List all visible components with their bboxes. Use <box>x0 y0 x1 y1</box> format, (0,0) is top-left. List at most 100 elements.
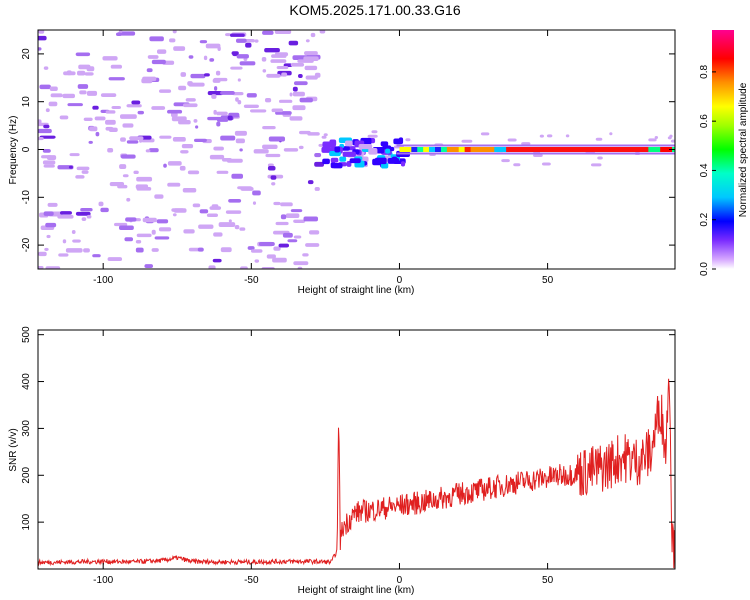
spectrogram-cell <box>118 31 136 36</box>
spectrogram-cell <box>239 227 246 231</box>
spectrogram-cell <box>207 90 224 96</box>
spectrogram-cell <box>267 163 274 167</box>
spectrogram-band-cell <box>541 147 549 152</box>
spectrogram-cell <box>214 86 218 91</box>
spectrogram-cell <box>111 105 122 109</box>
spectrogram-cell <box>86 90 98 96</box>
spectrogram-cell <box>321 146 332 153</box>
spectrogram-cell <box>183 143 191 148</box>
spectrogram-cell <box>49 86 58 91</box>
spectrogram-cell <box>62 239 67 244</box>
colorbar: 0.0 0.2 0.4 0.6 0.8 Normalized spectral ampl… <box>699 30 749 276</box>
spectrogram-cell <box>125 217 137 222</box>
x-tick-label: 50 <box>542 275 554 286</box>
spectrogram-cell <box>63 71 76 76</box>
spectrogram-cell <box>119 114 137 119</box>
spectrogram-cell <box>274 30 292 34</box>
spectrogram-cell <box>314 186 320 191</box>
spectrogram-cell <box>105 119 116 125</box>
spectrogram-cell <box>229 33 245 37</box>
spectrogram-cell <box>145 149 151 153</box>
spectrogram-cell <box>98 201 104 207</box>
spectrogram-cell <box>275 221 289 226</box>
spectrogram-band-cell <box>618 147 626 152</box>
spectrogram-band-cell <box>458 147 466 152</box>
spectrogram-cell <box>81 170 89 174</box>
spectrogram-band-cell <box>417 147 424 152</box>
spectrogram-cell <box>371 130 378 134</box>
spectrogram-cell <box>288 40 299 46</box>
spectrogram-cell <box>149 36 164 42</box>
spectrogram-cell <box>171 208 185 212</box>
spectrogram-cell <box>305 243 320 247</box>
spectrogram-cell <box>81 217 87 221</box>
spectrogram-cell <box>86 214 92 219</box>
spectrogram-cell <box>187 170 200 175</box>
spectrogram-cell <box>211 94 217 99</box>
colorbar-gradient <box>712 30 734 269</box>
spectrogram-cell <box>80 208 93 212</box>
spectrogram-cell <box>240 266 248 269</box>
spectrogram-cell <box>280 214 287 220</box>
spectrogram-cell <box>358 144 373 150</box>
spectrogram-cell <box>218 222 236 227</box>
spectrogram-cell <box>178 85 187 91</box>
spectrogram-band-cell <box>612 147 620 152</box>
page-title: KOM5.2025.171.00.33.G16 <box>289 2 461 18</box>
spectrogram-cell <box>270 59 287 63</box>
spectrogram-cell <box>107 148 114 153</box>
spectrogram-band-cell <box>470 147 477 152</box>
spectrogram-cell <box>670 139 675 143</box>
colorbar-tick-label: 0.6 <box>699 114 710 128</box>
spectrogram-cell <box>539 134 544 138</box>
spectrogram-cell <box>290 62 305 67</box>
spectrogram-cell <box>304 51 318 56</box>
spectrogram-cell <box>118 30 123 33</box>
spectrogram-band-cell <box>429 147 436 152</box>
spectrogram-cell <box>167 161 182 166</box>
spectrogram-cell <box>76 70 86 76</box>
spectrogram-cell <box>167 109 183 114</box>
spectrogram-cell <box>314 161 324 167</box>
spectrogram-cell <box>142 217 157 223</box>
spectrogram-band-cell <box>411 147 418 152</box>
spectrogram-cell <box>151 229 156 235</box>
spectrogram-cell <box>266 73 281 78</box>
spectrogram-cell <box>42 148 51 153</box>
spectrogram-cell <box>133 170 139 175</box>
spectrogram-cell <box>118 225 134 230</box>
spectrogram-cell <box>48 101 58 107</box>
spectrogram-cell <box>216 121 221 127</box>
spectrogram-cell <box>246 93 257 98</box>
spectrogram-cell <box>120 154 136 159</box>
spectrogram-cell <box>609 132 613 136</box>
spectrogram-cell <box>172 30 177 34</box>
snr-frame <box>37 329 676 570</box>
spectrogram-cell <box>521 142 531 146</box>
spectrogram-cell <box>46 234 51 239</box>
spectrogram-band-halo <box>396 144 675 147</box>
spectrogram-cell <box>213 109 217 115</box>
spectrogram-cell <box>278 243 290 248</box>
spectrogram-cell <box>83 117 93 121</box>
spectrogram-cell <box>39 84 51 90</box>
spectrogram-cell <box>239 61 256 66</box>
spectrogram-cell <box>299 130 311 135</box>
spectrogram-cell <box>110 64 123 69</box>
spectrogram-band-cell <box>571 147 578 152</box>
spectrogram-band-cell <box>577 147 584 152</box>
spectrogram-cell <box>45 222 57 228</box>
spectrogram-cell <box>299 97 313 103</box>
spectrogram-band-cell <box>482 147 489 152</box>
spectrogram-cell <box>245 42 252 48</box>
spectrogram-cell <box>648 138 657 142</box>
y-tick-label: -10 <box>21 190 32 205</box>
spectrogram-cell <box>266 254 276 259</box>
spectrogram-cell <box>126 104 142 108</box>
spectrogram-cell <box>102 56 118 61</box>
spectrogram-cell <box>293 219 306 223</box>
spectrogram-cell <box>289 92 293 97</box>
spectrogram-cell <box>62 93 76 99</box>
spectrogram-cell <box>220 135 236 141</box>
